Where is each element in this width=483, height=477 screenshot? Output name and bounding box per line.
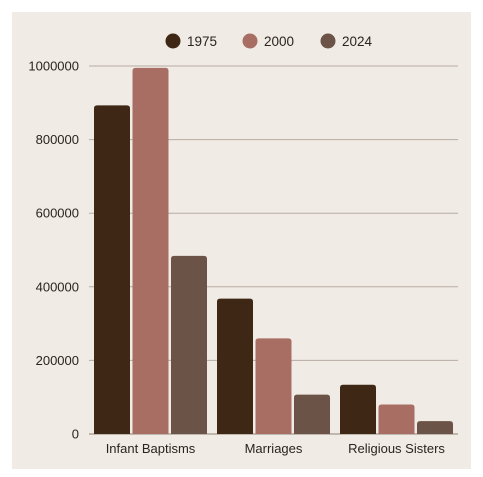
legend-swatch-2000 xyxy=(242,33,258,49)
bars xyxy=(94,67,453,434)
x-tick-label: Religious Sisters xyxy=(348,441,445,456)
x-axis: Infant Baptisms Marriages Religious Sister… xyxy=(106,441,446,456)
legend-label-1975: 1975 xyxy=(187,34,217,49)
y-tick-label: 1000000 xyxy=(28,59,79,74)
y-tick-label: 600000 xyxy=(36,206,79,221)
bar-marriages-2000 xyxy=(255,338,292,434)
legend: 1975 2000 2024 xyxy=(165,33,373,49)
y-tick-label: 800000 xyxy=(36,132,79,147)
chart-panel: 1975 2000 2024 0 200000 400000 600000 800000 10… xyxy=(12,12,471,469)
bar-chart: 1975 2000 2024 0 200000 400000 600000 800000 10… xyxy=(28,33,458,456)
legend-swatch-1975 xyxy=(165,33,181,49)
bar-infant-baptisms-1975 xyxy=(94,105,130,434)
bar-religious-sisters-2000 xyxy=(378,404,415,434)
bar-religious-sisters-1975 xyxy=(340,384,376,434)
x-tick-label: Infant Baptisms xyxy=(106,441,196,456)
bar-marriages-2024 xyxy=(294,394,330,434)
y-tick-label: 0 xyxy=(72,427,79,442)
bar-infant-baptisms-2000 xyxy=(132,67,169,434)
legend-swatch-2024 xyxy=(320,33,336,49)
bar-religious-sisters-2024 xyxy=(417,421,453,434)
x-tick-label: Marriages xyxy=(245,441,303,456)
legend-label-2000: 2000 xyxy=(264,34,294,49)
legend-label-2024: 2024 xyxy=(342,34,373,49)
y-axis: 0 200000 400000 600000 800000 1000000 xyxy=(28,59,79,442)
bar-marriages-1975 xyxy=(217,298,253,434)
bar-infant-baptisms-2024 xyxy=(171,255,207,434)
y-tick-label: 200000 xyxy=(36,353,79,368)
y-tick-label: 400000 xyxy=(36,279,79,294)
